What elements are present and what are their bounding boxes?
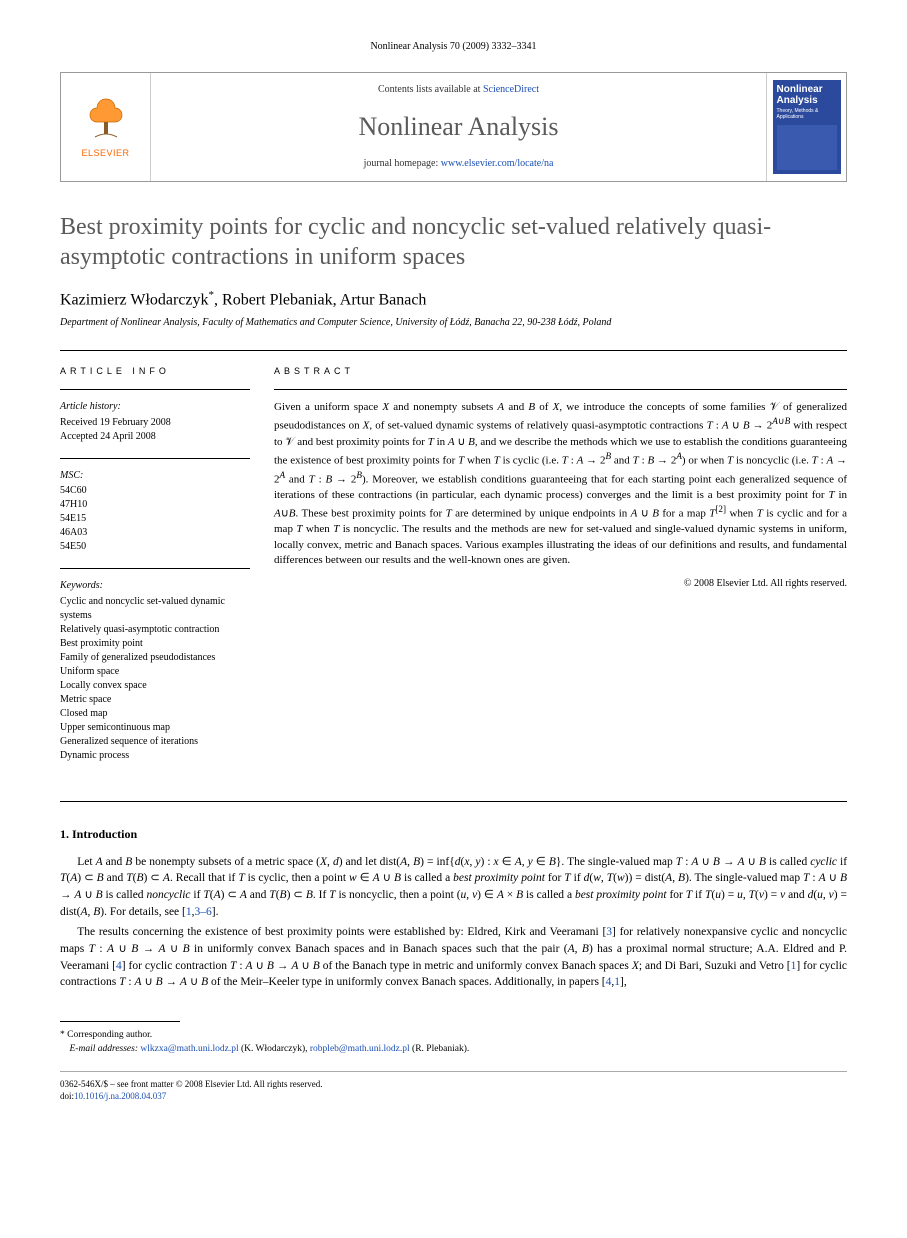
- homepage-prefix: journal homepage:: [364, 158, 441, 169]
- keyword: Closed map: [60, 707, 250, 721]
- journal-cover-box: Nonlinear Analysis Theory, Methods & App…: [766, 73, 846, 181]
- intro-para-2: The results concerning the existence of …: [60, 924, 847, 991]
- front-matter-line: 0362-546X/$ – see front matter © 2008 El…: [60, 1078, 847, 1091]
- keyword: Relatively quasi-asymptotic contraction: [60, 623, 250, 637]
- author-2: Robert Plebaniak: [222, 291, 333, 308]
- email-line: E-mail addresses: wlkzxa@math.uni.lodz.p…: [60, 1042, 847, 1056]
- msc-code: 47H10: [60, 498, 250, 512]
- msc-block: MSC: 54C60 47H10 54E15 46A03 54E50: [60, 469, 250, 555]
- keyword: Upper semicontinuous map: [60, 721, 250, 735]
- intro-para-1: Let A and B be nonempty subsets of a met…: [60, 854, 847, 921]
- author-1: Kazimierz Włodarczyk: [60, 291, 209, 308]
- corresponding-mark: *: [209, 289, 215, 301]
- keyword: Uniform space: [60, 665, 250, 679]
- email-name-2: (R. Plebaniak).: [412, 1044, 469, 1054]
- author-list: Kazimierz Włodarczyk*, Robert Plebaniak,…: [60, 288, 847, 311]
- keyword: Family of generalized pseudodistances: [60, 651, 250, 665]
- msc-code: 46A03: [60, 526, 250, 540]
- abstract-text: Given a uniform space X and nonempty sub…: [274, 400, 847, 569]
- section-divider: [60, 801, 847, 802]
- elsevier-tree-icon: [81, 93, 131, 143]
- cover-body-placeholder: [777, 125, 837, 170]
- msc-code: 54E50: [60, 540, 250, 554]
- banner-center: Contents lists available at ScienceDirec…: [151, 73, 766, 181]
- contents-prefix: Contents lists available at: [378, 84, 483, 95]
- footnote-rule: [60, 1021, 180, 1022]
- keyword: Dynamic process: [60, 749, 250, 763]
- publisher-logo-box: ELSEVIER: [61, 73, 151, 181]
- footer-rule: [60, 1071, 847, 1072]
- article-info-column: article info Article history: Received 1…: [60, 365, 250, 777]
- abstract-column: abstract Given a uniform space X and non…: [274, 365, 847, 777]
- section-1-heading: 1. Introduction: [60, 826, 847, 842]
- keyword: Metric space: [60, 693, 250, 707]
- publisher-name: ELSEVIER: [81, 147, 129, 159]
- article-history-block: Article history: Received 19 February 20…: [60, 400, 250, 444]
- email-link-1[interactable]: wlkzxa@math.uni.lodz.pl: [140, 1044, 238, 1054]
- keywords-block: Keywords: Cyclic and noncyclic set-value…: [60, 579, 250, 763]
- keyword: Locally convex space: [60, 679, 250, 693]
- journal-cover-thumbnail: Nonlinear Analysis Theory, Methods & App…: [773, 80, 841, 174]
- msc-code: 54C60: [60, 484, 250, 498]
- affiliation: Department of Nonlinear Analysis, Facult…: [60, 316, 847, 330]
- homepage-link[interactable]: www.elsevier.com/locate/na: [441, 158, 554, 169]
- accepted-line: Accepted 24 April 2008: [60, 430, 250, 444]
- history-label: Article history:: [60, 400, 250, 414]
- doi-label: doi:: [60, 1091, 74, 1101]
- cover-title: Nonlinear Analysis: [777, 84, 837, 106]
- keyword: Generalized sequence of iterations: [60, 735, 250, 749]
- keyword: Best proximity point: [60, 637, 250, 651]
- abstract-divider: [274, 389, 847, 390]
- msc-label: MSC:: [60, 469, 250, 483]
- abstract-heading: abstract: [274, 365, 847, 377]
- corresponding-author-note: * Corresponding author.: [60, 1028, 847, 1042]
- info-divider-2: [60, 458, 250, 459]
- received-line: Received 19 February 2008: [60, 416, 250, 430]
- abstract-copyright: © 2008 Elsevier Ltd. All rights reserved…: [274, 577, 847, 591]
- journal-name: Nonlinear Analysis: [358, 109, 558, 144]
- footnotes: * Corresponding author. E-mail addresses…: [60, 1028, 847, 1057]
- keyword: Cyclic and noncyclic set-valued dynamic …: [60, 595, 250, 623]
- info-divider-1: [60, 389, 250, 390]
- author-3: Artur Banach: [340, 291, 427, 308]
- keywords-label: Keywords:: [60, 579, 250, 593]
- article-info-heading: article info: [60, 365, 250, 377]
- journal-banner: ELSEVIER Contents lists available at Sci…: [60, 72, 847, 182]
- homepage-line: journal homepage: www.elsevier.com/locat…: [364, 157, 554, 171]
- doi-line: doi:10.1016/j.na.2008.04.037: [60, 1090, 847, 1103]
- email-name-1: (K. Włodarczyk),: [241, 1044, 308, 1054]
- article-title: Best proximity points for cyclic and non…: [60, 212, 847, 272]
- email-link-2[interactable]: robpleb@math.uni.lodz.pl: [310, 1044, 410, 1054]
- sciencedirect-link[interactable]: ScienceDirect: [483, 84, 539, 95]
- introduction-body: Let A and B be nonempty subsets of a met…: [60, 854, 847, 991]
- email-label: E-mail addresses:: [70, 1044, 139, 1054]
- msc-code: 54E15: [60, 512, 250, 526]
- running-head: Nonlinear Analysis 70 (2009) 3332–3341: [60, 40, 847, 54]
- footer: 0362-546X/$ – see front matter © 2008 El…: [60, 1078, 847, 1103]
- cover-subtitle: Theory, Methods & Applications: [777, 108, 837, 122]
- contents-available-line: Contents lists available at ScienceDirec…: [378, 83, 539, 97]
- doi-link[interactable]: 10.1016/j.na.2008.04.037: [74, 1091, 166, 1101]
- info-divider-3: [60, 568, 250, 569]
- info-abstract-row: article info Article history: Received 1…: [60, 350, 847, 777]
